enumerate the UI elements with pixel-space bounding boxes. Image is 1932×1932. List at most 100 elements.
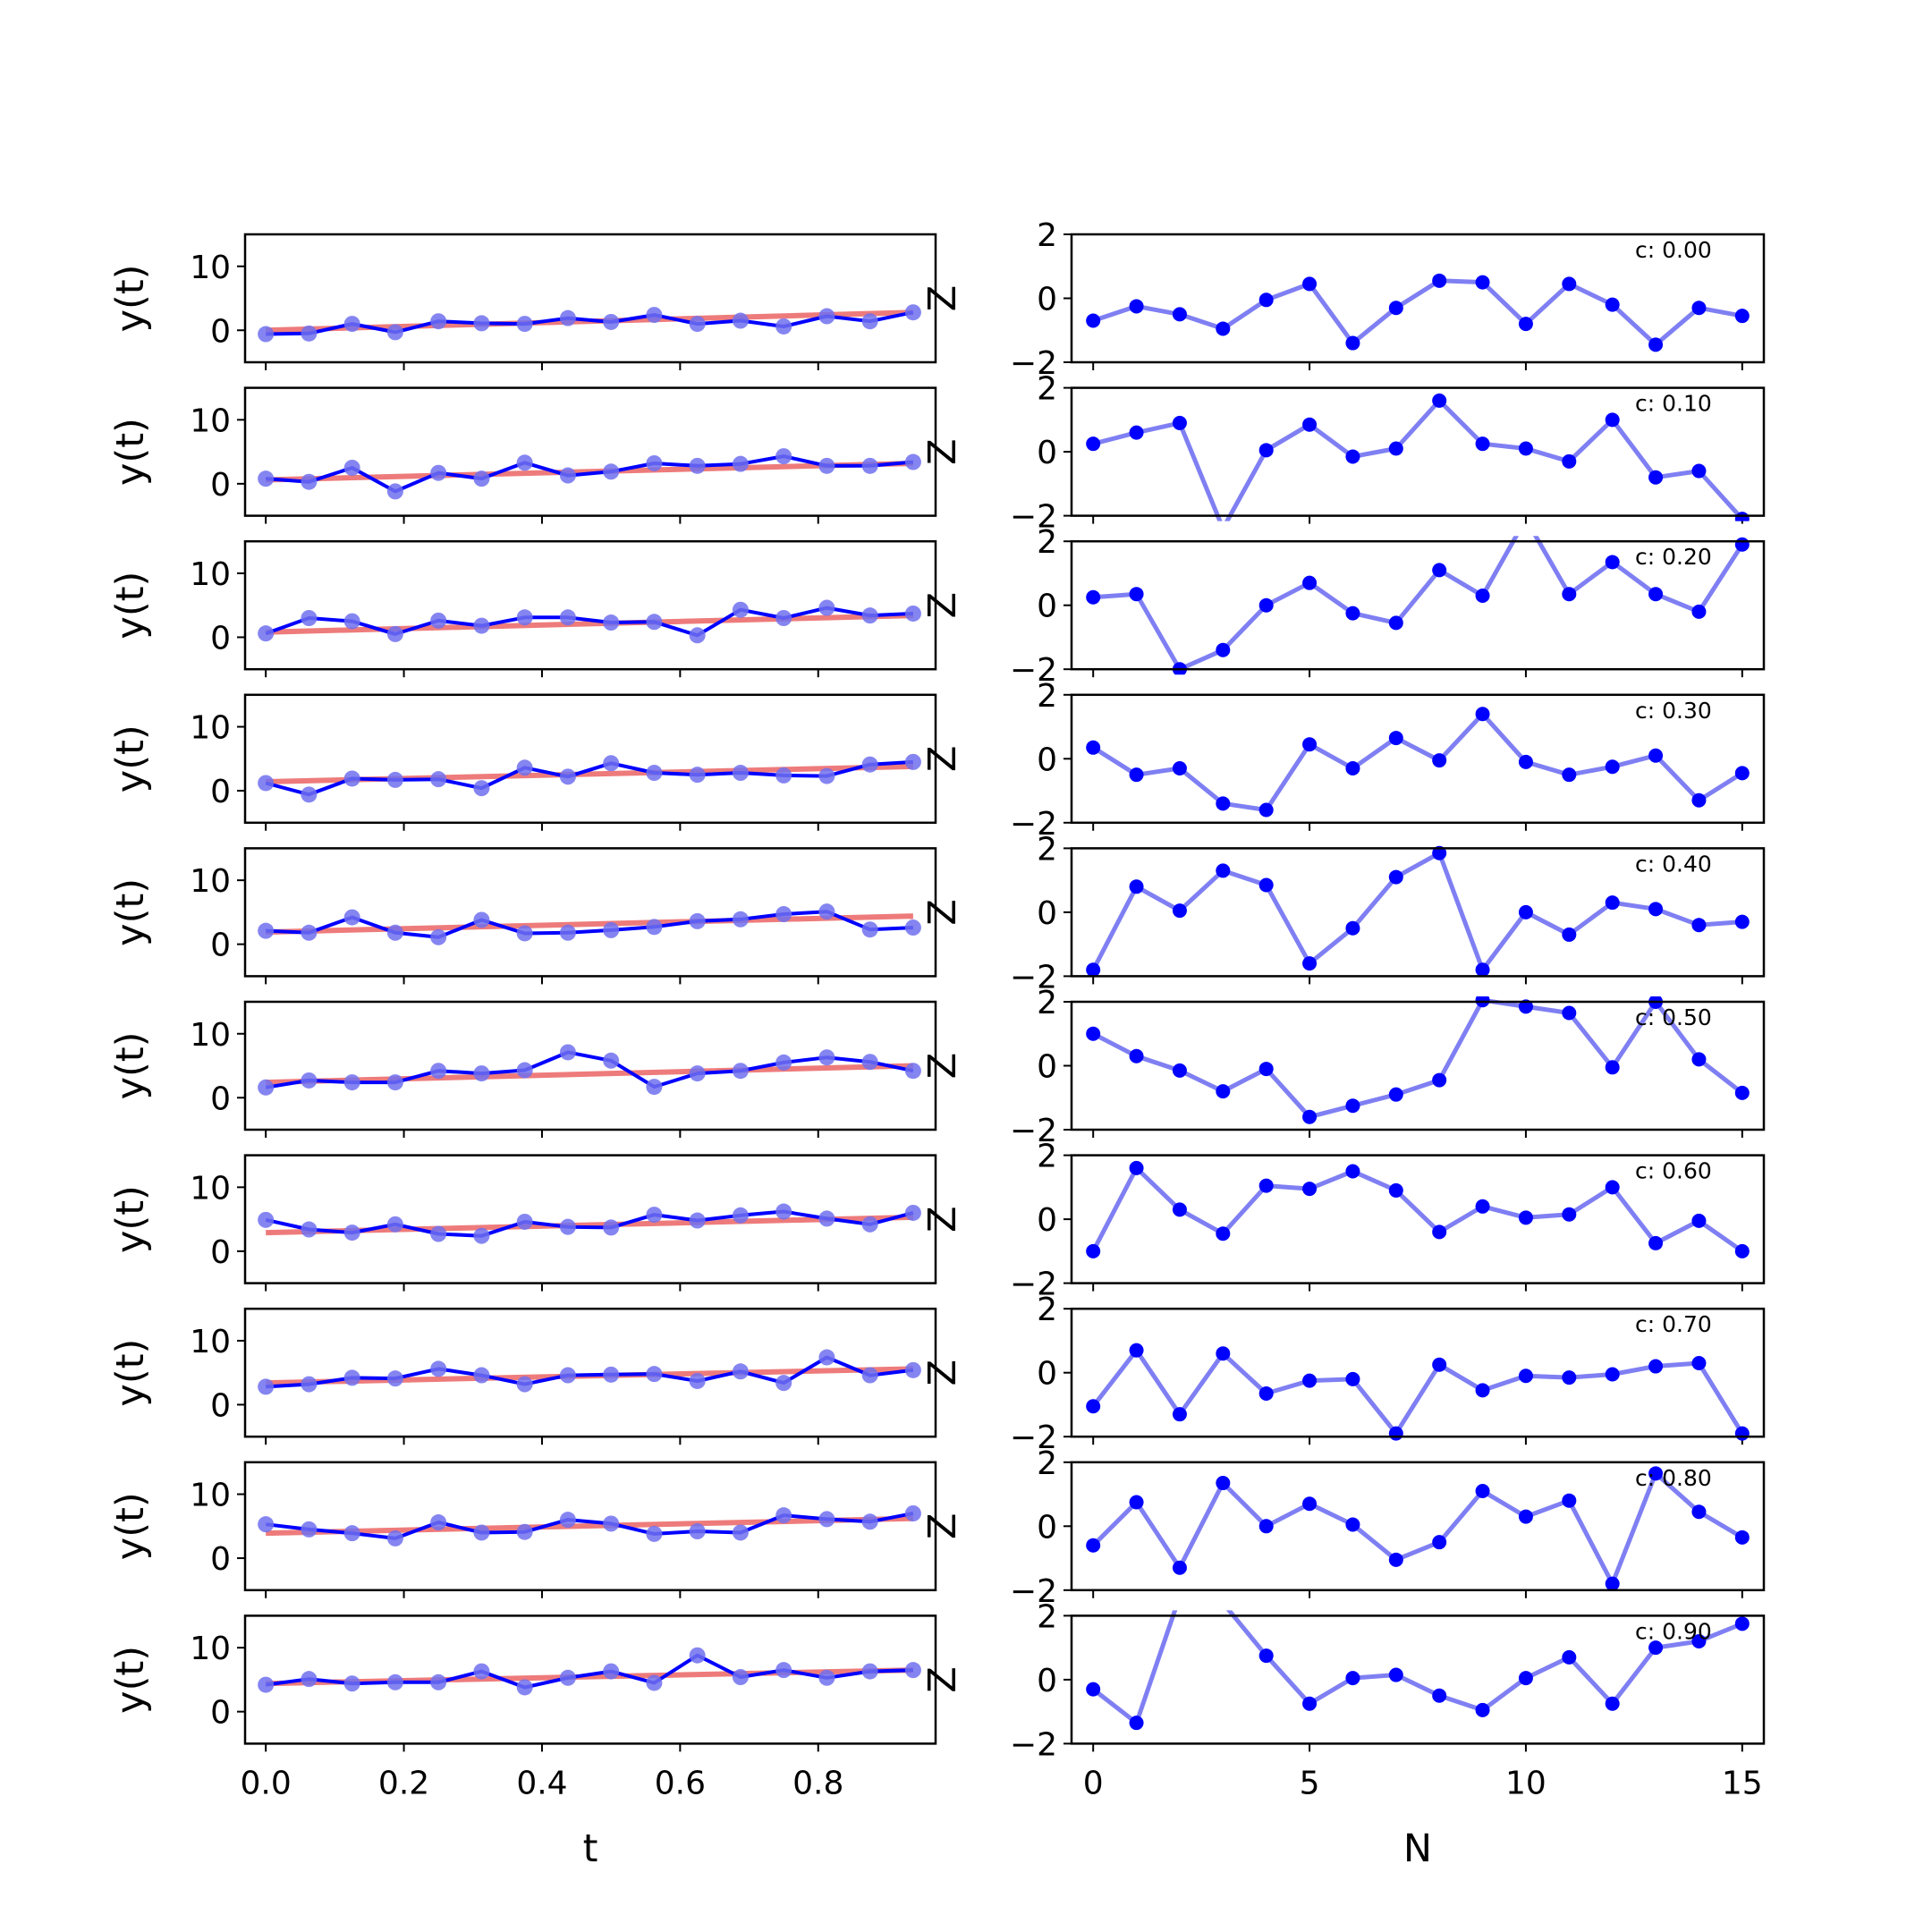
- left-x-tick-label: 0.6: [655, 1765, 706, 1801]
- data-point: [386, 924, 403, 941]
- series-point: [1129, 1495, 1144, 1510]
- series-point: [1086, 1399, 1101, 1414]
- series-point: [1691, 918, 1707, 933]
- right-y-tick-label: 2: [1037, 831, 1057, 868]
- series-point: [1388, 615, 1403, 631]
- data-point: [258, 326, 275, 343]
- right-y-tick-label: 0: [1037, 1202, 1057, 1239]
- series-point: [1605, 895, 1620, 911]
- data-point: [904, 1063, 921, 1080]
- left-subplot-8: 0 10 y(t): [108, 1461, 937, 1598]
- data-point: [646, 454, 663, 471]
- series-point: [1734, 1243, 1750, 1258]
- series-point: [1605, 1696, 1620, 1711]
- data-point: [732, 765, 749, 782]
- left-x-tick-label: 0.8: [792, 1765, 843, 1801]
- data-point: [559, 1218, 576, 1235]
- series-point: [1432, 393, 1447, 408]
- data-point: [818, 308, 835, 325]
- data-point: [301, 325, 318, 342]
- right-subplot-1: −2 0 2 Zc: 0.10: [920, 371, 1766, 536]
- series-point: [1129, 587, 1144, 602]
- series-point: [1734, 1426, 1750, 1441]
- series-point: [1172, 761, 1187, 776]
- c-value-annotation: c: 0.60: [1635, 1158, 1712, 1184]
- series-point: [1173, 1589, 1187, 1604]
- data-point: [516, 316, 533, 333]
- right-y-tick-label: −2: [1010, 959, 1057, 996]
- right-y-axis-label: Z: [920, 1513, 965, 1539]
- left-plot-area: [258, 1349, 921, 1395]
- series-point: [1518, 999, 1533, 1014]
- right-y-tick-label: 2: [1037, 1445, 1057, 1482]
- right-y-tick-label: 0: [1037, 1509, 1057, 1546]
- data-point: [258, 1079, 275, 1096]
- series-point: [1216, 1596, 1230, 1610]
- series-point: [1388, 869, 1403, 885]
- right-y-tick-label: −2: [1010, 1726, 1057, 1763]
- data-point: [603, 313, 620, 330]
- data-point: [343, 770, 360, 787]
- left-y-tick-label: 0: [210, 1080, 231, 1117]
- series-point: [1475, 588, 1490, 603]
- right-x-tick-label: 0: [1083, 1765, 1104, 1801]
- data-point: [689, 1212, 706, 1229]
- data-point: [861, 1216, 878, 1233]
- left-subplot-column: 0 10 y(t) 0 10 y(t) 0 10 y(t) 0 10 y(t) 0 10 y(t) 0 10 y(…: [108, 233, 937, 1801]
- data-point: [861, 457, 878, 474]
- series-point: [1691, 463, 1707, 479]
- left-y-tick-label: 10: [190, 556, 231, 593]
- data-point: [258, 1676, 275, 1693]
- data-point: [430, 1063, 447, 1080]
- data-point: [904, 304, 921, 321]
- data-point: [343, 1074, 360, 1091]
- left-y-tick-label: 10: [190, 710, 231, 747]
- right-y-tick-label: 0: [1037, 741, 1057, 778]
- series-point: [1691, 1355, 1707, 1370]
- series-point: [1691, 1634, 1707, 1648]
- right-y-tick-label: 0: [1037, 1049, 1057, 1086]
- data-point: [861, 1054, 878, 1071]
- series-point: [1302, 1696, 1318, 1711]
- data-point: [473, 315, 490, 332]
- c-value-annotation: c: 0.50: [1635, 1004, 1712, 1030]
- right-subplot-6: −2 0 2 Zc: 0.60: [920, 1139, 1766, 1303]
- right-x-tick-label: 15: [1722, 1765, 1763, 1801]
- left-y-tick-label: 10: [190, 1170, 231, 1207]
- series-point: [1648, 1235, 1664, 1250]
- series-point: [1691, 1504, 1707, 1520]
- data-point: [603, 1366, 620, 1383]
- series-point: [1562, 767, 1577, 783]
- fit-line: [266, 1063, 913, 1086]
- data-point: [258, 470, 275, 487]
- data-point: [473, 1065, 490, 1082]
- data-point: [775, 1203, 792, 1220]
- right-axes-frame: [1070, 847, 1766, 978]
- left-y-tick-label: 10: [190, 250, 231, 286]
- series-point: [1129, 1048, 1144, 1063]
- series-point: [1345, 1517, 1360, 1532]
- right-y-axis-label: Z: [920, 285, 965, 311]
- series-point: [1258, 877, 1274, 893]
- data-point: [516, 759, 533, 776]
- series-point: [1302, 575, 1318, 590]
- right-axes-frame: [1070, 693, 1766, 825]
- series-line: [1090, 1165, 1744, 1253]
- right-subplot-2: −2 0 2 Zc: 0.20: [920, 524, 1766, 689]
- series-point: [1475, 1199, 1490, 1214]
- data-point: [301, 1072, 318, 1089]
- left-y-axis-label: y(t): [108, 1032, 153, 1100]
- series-point: [1302, 1109, 1318, 1124]
- right-axes-frame: [1070, 1307, 1766, 1438]
- data-point: [430, 771, 447, 788]
- series-point: [1388, 1087, 1403, 1102]
- series-point: [1562, 927, 1577, 942]
- data-point: [516, 1523, 533, 1540]
- data-point: [818, 599, 835, 616]
- right-y-tick-label: 0: [1037, 895, 1057, 932]
- series-point: [1518, 1368, 1533, 1384]
- series-point: [1475, 962, 1490, 978]
- left-axes-frame: [243, 693, 937, 825]
- series-point: [1345, 335, 1360, 351]
- data-point: [516, 1213, 533, 1230]
